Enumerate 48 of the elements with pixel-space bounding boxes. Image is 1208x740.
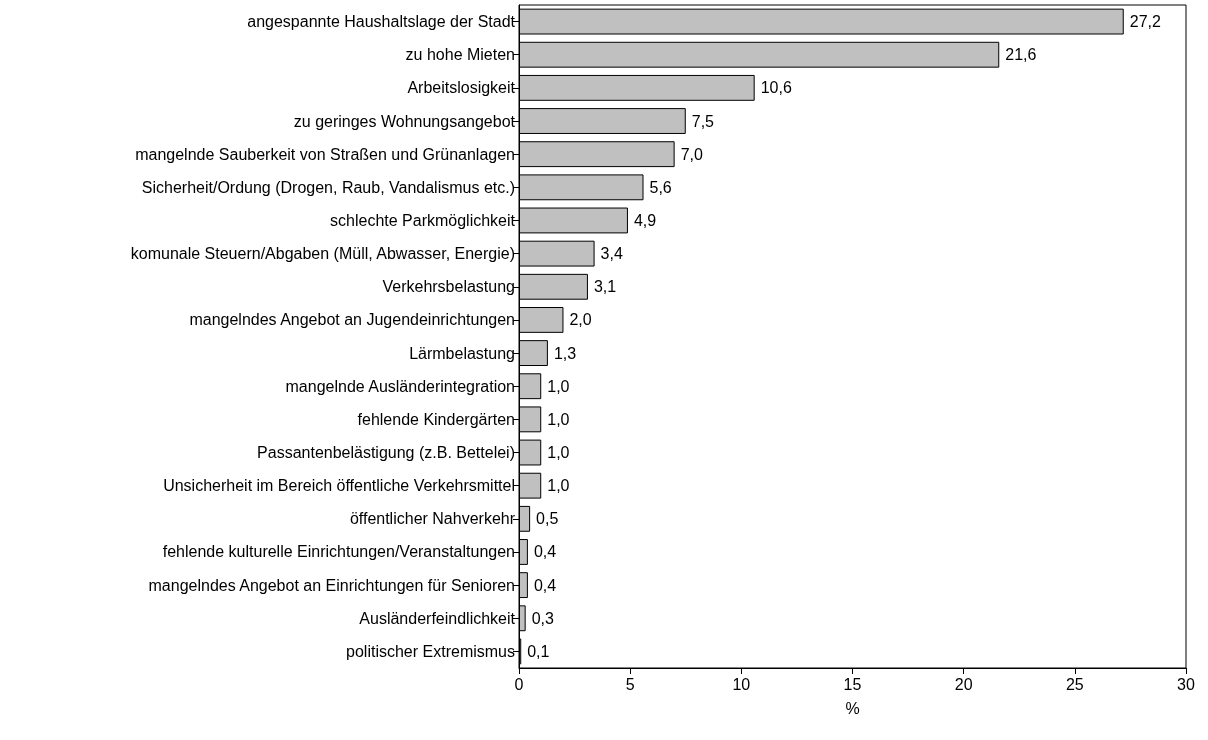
data-label: 2,0: [569, 311, 592, 329]
data-label: 7,0: [680, 145, 703, 163]
x-tick-label: 15: [843, 675, 862, 693]
data-label: 4,9: [633, 211, 657, 229]
data-label: 0,4: [533, 543, 557, 561]
y-tick-label: Lärmbelastung: [409, 344, 515, 362]
x-tick-label: 30: [1177, 675, 1195, 693]
y-tick-label: politischer Extremismus: [346, 642, 515, 660]
y-tick-label: Verkehrsbelastung: [382, 278, 515, 296]
y-tick-label: Unsicherheit im Bereich öffentliche Verkehrsmittel: [163, 477, 515, 495]
x-tick-label: 25: [1065, 675, 1084, 693]
y-tick-label: Sicherheit/Ordung (Drogen, Raub, Vandalismus etc.): [141, 178, 515, 196]
y-tick-label: zu hohe Mieten: [405, 46, 515, 64]
x-axis-title: %: [845, 699, 860, 717]
data-label: 0,3: [531, 609, 555, 627]
y-tick-label: mangelndes Angebot an Einrichtungen für Senioren: [148, 576, 515, 594]
x-tick-label: 10: [732, 675, 751, 693]
data-label: 10,6: [760, 79, 792, 97]
y-tick-label: mangelndes Angebot an Jugendeinrichtungen: [189, 311, 515, 329]
data-label: 1,0: [547, 477, 570, 495]
x-tick-label: 20: [954, 675, 973, 693]
data-label: 1,0: [547, 410, 570, 428]
y-tick-label: Arbeitslosigkeit: [407, 79, 516, 97]
y-tick-label: zu geringes Wohnungsangebot: [293, 112, 516, 130]
y-tick-label: angespannte Haushaltslage der Stadt: [247, 13, 516, 31]
y-tick-label: mangelnde Ausländerintegration: [285, 377, 515, 395]
data-label: 0,1: [527, 642, 550, 660]
y-tick-label: Ausländerfeindlichkeit: [359, 609, 516, 627]
y-tick-label: fehlende kulturelle Einrichtungen/Veranstaltungen: [162, 543, 515, 561]
data-label: 3,1: [593, 278, 617, 296]
data-label: 3,4: [600, 245, 623, 263]
y-tick-label: öffentlicher Nahverkehr: [349, 510, 516, 528]
data-label: 1,0: [547, 377, 570, 395]
data-label: 27,2: [1129, 13, 1161, 31]
y-tick-label: komunale Steuern/Abgaben (Müll, Abwasser, Energie): [130, 245, 515, 263]
y-tick-label: schlechte Parkmöglichkeit: [330, 211, 516, 229]
x-tick-label: 0: [514, 675, 524, 693]
y-tick-label: mangelnde Sauberkeit von Straßen und Grünanlagen: [135, 145, 515, 163]
x-tick-label: 5: [625, 675, 635, 693]
y-tick-label: Passantenbelästigung (z.B. Bettelei): [257, 444, 515, 462]
data-label: 0,4: [533, 576, 557, 594]
data-label: 5,6: [649, 178, 672, 196]
data-label: 0,5: [536, 510, 559, 528]
y-tick-label: fehlende Kindergärten: [357, 410, 515, 428]
data-label: 1,0: [547, 444, 570, 462]
data-label: 21,6: [1005, 46, 1037, 64]
data-label: 1,3: [553, 344, 577, 362]
data-label: 7,5: [691, 112, 715, 130]
